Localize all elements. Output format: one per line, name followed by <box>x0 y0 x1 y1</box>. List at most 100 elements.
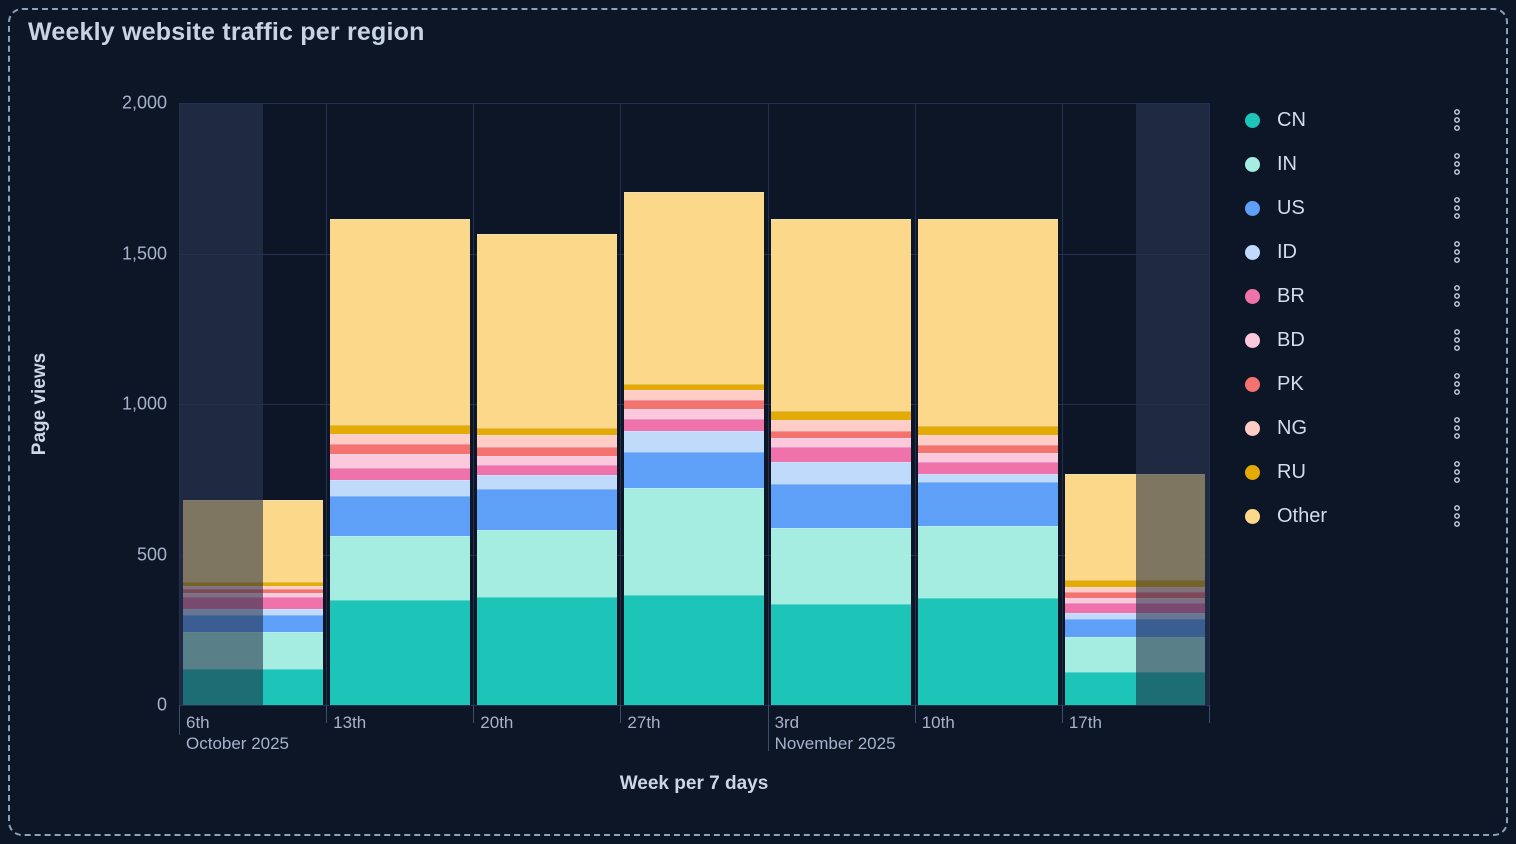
bar-3rd-segment-NG[interactable] <box>771 420 912 432</box>
kebab-dots-icon[interactable] <box>1452 372 1462 396</box>
bar-27th-segment-Other[interactable] <box>623 192 765 385</box>
legend-label: RU <box>1277 460 1306 483</box>
bar-20th-segment-Other[interactable] <box>476 234 617 429</box>
legend-label: BR <box>1277 284 1305 307</box>
bar-27th-segment-IN[interactable] <box>623 487 765 595</box>
bar-27th-segment-NG[interactable] <box>623 390 765 401</box>
bar-13th-segment-US[interactable] <box>329 495 470 537</box>
bar-10th-segment-RU[interactable] <box>918 425 1059 435</box>
bar-10th-segment-IN[interactable] <box>918 525 1059 599</box>
bar-17th-segment-BD[interactable] <box>1065 598 1206 603</box>
kebab-dots-icon[interactable] <box>1452 240 1462 264</box>
chart-title: Weekly website traffic per region <box>28 18 425 46</box>
bar-10th-segment-US[interactable] <box>918 481 1059 526</box>
gridline-x-7 <box>1209 103 1210 705</box>
legend-item-US[interactable]: US <box>1240 186 1468 230</box>
legend-item-CN[interactable]: CN <box>1240 98 1468 142</box>
x-axis-title: Week per 7 days <box>619 773 769 794</box>
bar-3rd-segment-RU[interactable] <box>771 411 912 421</box>
legend-item-IN[interactable]: IN <box>1240 142 1468 186</box>
bar-20th[interactable] <box>476 234 617 705</box>
kebab-dots-icon[interactable] <box>1452 284 1462 308</box>
bar-17th-segment-ID[interactable] <box>1065 612 1206 619</box>
kebab-dots-icon[interactable] <box>1452 108 1462 132</box>
bar-20th-segment-RU[interactable] <box>476 428 617 435</box>
bar-17th-segment-PK[interactable] <box>1065 592 1206 599</box>
kebab-dots-icon[interactable] <box>1452 504 1462 528</box>
kebab-dots-icon[interactable] <box>1452 152 1462 176</box>
bar-10th-segment-Other[interactable] <box>918 218 1059 426</box>
bar-13th-segment-CN[interactable] <box>329 599 470 705</box>
bar-13th-segment-ID[interactable] <box>329 480 470 496</box>
bar-17th-segment-RU[interactable] <box>1065 579 1206 587</box>
kebab-dots-icon[interactable] <box>1452 416 1462 440</box>
bar-20th-segment-BR[interactable] <box>476 465 617 476</box>
bar-10th-segment-PK[interactable] <box>918 444 1059 453</box>
legend-item-BR[interactable]: BR <box>1240 274 1468 318</box>
legend-item-NG[interactable]: NG <box>1240 406 1468 450</box>
bar-13th-segment-RU[interactable] <box>329 424 470 435</box>
bar-20th-segment-IN[interactable] <box>476 530 617 597</box>
bar-13th-segment-PK[interactable] <box>329 444 470 455</box>
bar-10th-segment-BR[interactable] <box>918 461 1059 474</box>
partial-week-dim-overlay <box>182 499 263 705</box>
legend-color-dot <box>1245 420 1260 436</box>
y-tick-label-500: 500 <box>136 544 167 564</box>
legend-label: ID <box>1277 240 1297 263</box>
bar-3rd-segment-BD[interactable] <box>771 438 912 447</box>
bar-20th-segment-NG[interactable] <box>476 434 617 447</box>
bar-20th-segment-BD[interactable] <box>476 456 617 466</box>
legend-color-dot <box>1245 288 1260 304</box>
bar-20th-segment-US[interactable] <box>476 488 617 531</box>
bar-3rd-segment-US[interactable] <box>771 483 912 528</box>
bar-3rd-segment-IN[interactable] <box>771 527 912 604</box>
bar-27th-segment-CN[interactable] <box>623 594 765 705</box>
kebab-dots-icon[interactable] <box>1452 196 1462 220</box>
legend-item-BD[interactable]: BD <box>1240 318 1468 362</box>
kebab-dots-icon[interactable] <box>1452 328 1462 352</box>
legend-label: Other <box>1277 504 1328 527</box>
legend-item-PK[interactable]: PK <box>1240 362 1468 406</box>
bar-10th-segment-CN[interactable] <box>918 598 1059 705</box>
bar-3rd-segment-BR[interactable] <box>771 446 912 462</box>
bar-20th-segment-ID[interactable] <box>476 475 617 489</box>
bar-27th-segment-US[interactable] <box>623 452 765 488</box>
bar-27th-segment-BR[interactable] <box>623 419 765 432</box>
bar-20th-segment-PK[interactable] <box>476 446 617 457</box>
gridline-x-1 <box>326 103 328 705</box>
bar-27th-segment-RU[interactable] <box>623 384 765 391</box>
x-tick-label-13th: 13th <box>333 713 367 732</box>
bar-3rd-segment-Other[interactable] <box>771 218 912 412</box>
x-axis-tick <box>473 705 475 723</box>
bar-27th-segment-ID[interactable] <box>623 431 765 453</box>
bar-13th-segment-Other[interactable] <box>329 218 470 425</box>
legend-color-dot <box>1245 508 1260 524</box>
legend-item-ID[interactable]: ID <box>1240 230 1468 274</box>
kebab-dots-icon[interactable] <box>1452 460 1462 484</box>
bar-27th-segment-BD[interactable] <box>623 409 765 420</box>
bar-13th-segment-BD[interactable] <box>329 454 470 468</box>
bar-10th-segment-ID[interactable] <box>918 473 1059 482</box>
legend-color-dot <box>1245 244 1260 260</box>
bar-13th-segment-IN[interactable] <box>329 536 470 600</box>
gridline-x-0 <box>179 103 180 705</box>
legend-item-RU[interactable]: RU <box>1240 450 1468 494</box>
legend-color-dot <box>1245 332 1260 348</box>
bar-3rd-segment-ID[interactable] <box>771 461 912 484</box>
bar-3rd-segment-CN[interactable] <box>771 603 912 705</box>
bar-10th[interactable] <box>918 218 1059 705</box>
bar-13th-segment-NG[interactable] <box>329 434 470 445</box>
bar-17th-segment-BR[interactable] <box>1065 602 1206 613</box>
bar-27th[interactable] <box>623 192 765 705</box>
bar-3rd[interactable] <box>771 218 912 705</box>
legend-label: PK <box>1277 372 1304 395</box>
bar-3rd-segment-PK[interactable] <box>771 431 912 439</box>
bar-10th-segment-NG[interactable] <box>918 434 1059 445</box>
bar-27th-segment-PK[interactable] <box>623 400 765 410</box>
bar-13th[interactable] <box>329 218 470 705</box>
bar-17th-segment-NG[interactable] <box>1065 586 1206 593</box>
bar-20th-segment-CN[interactable] <box>476 596 617 705</box>
bar-10th-segment-BD[interactable] <box>918 452 1059 462</box>
bar-13th-segment-BR[interactable] <box>329 467 470 481</box>
legend-item-Other[interactable]: Other <box>1240 494 1468 538</box>
